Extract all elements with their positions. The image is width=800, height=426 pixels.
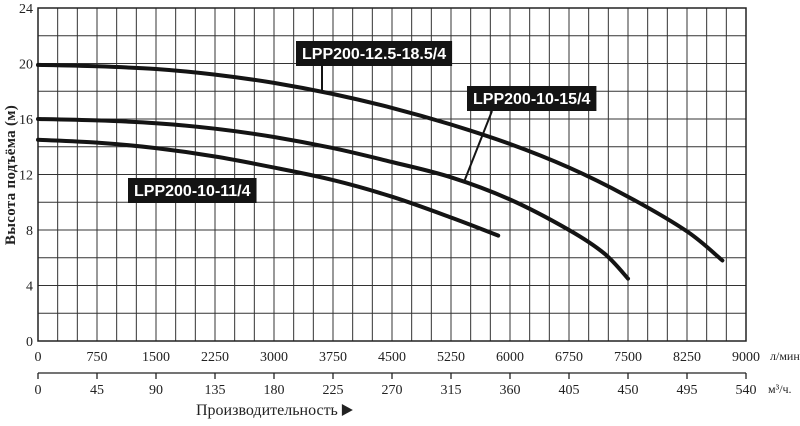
series-label-lpp200-12-5-18-5-4: LPP200-12.5-18.5/4 [296, 41, 453, 66]
x-tick-label: 4500 [378, 350, 406, 365]
series-label-box [128, 178, 257, 203]
series-line-lpp200-10-11-4 [36, 137, 501, 238]
y-tick-label: 16 [19, 113, 33, 128]
arrow-right-icon [341, 404, 353, 416]
x2-tick-label: 270 [382, 383, 403, 398]
y-tick-label: 8 [26, 224, 33, 239]
y-axis-title: Высота подъёма (м) [3, 105, 19, 245]
x-tick-label: 6000 [496, 350, 524, 365]
grid [37, 7, 747, 342]
series-line-lpp200-12-5-18-5-4 [36, 62, 725, 263]
x2-tick-label: 495 [677, 383, 698, 398]
x-unit-label: л/мин. [770, 349, 800, 363]
y-tick-label: 20 [19, 58, 33, 73]
x-tick-label: 7500 [614, 350, 642, 365]
curves [36, 62, 725, 281]
plot-frame [37, 7, 747, 342]
x2-tick-label: 45 [90, 383, 104, 398]
x2-unit-label: м³/ч. [768, 382, 792, 396]
x2-tick-label: 450 [618, 383, 639, 398]
series-label-box [467, 86, 597, 111]
series-label-box [296, 41, 453, 66]
x2-tick-label: 225 [323, 383, 344, 398]
x-tick-label: 3750 [319, 350, 347, 365]
x-tick-label: 0 [35, 350, 42, 365]
series-label-lpp200-10-11-4: LPP200-10-11/4 [128, 178, 257, 203]
series-labels: LPP200-12.5-18.5/4 LPP200-10-15/4 LPP200-1… [128, 41, 597, 203]
x2-tick-label: 360 [500, 383, 521, 398]
series-label-text: LPP200-10-11/4 [134, 183, 251, 200]
x-tick-label: 1500 [142, 350, 170, 365]
x2-tick-label: 315 [441, 383, 462, 398]
x2-tick-label: 0 [35, 383, 42, 398]
leader-line-lpp200-10-15-4 [463, 110, 493, 183]
y-tick-label: 0 [26, 335, 33, 350]
x-axis-title: Производительность [196, 402, 338, 419]
x-tick-label: 9000 [732, 350, 760, 365]
series-label-lpp200-10-15-4: LPP200-10-15/4 [467, 86, 597, 111]
series-line-lpp200-10-15-4 [36, 117, 630, 281]
x2-tick-label: 540 [736, 383, 757, 398]
y-tick-label: 12 [19, 169, 33, 184]
x-tick-label: 8250 [673, 350, 701, 365]
x2-tick-label: 90 [149, 383, 163, 398]
x-tick-label: 3000 [260, 350, 288, 365]
series-label-text: LPP200-10-15/4 [473, 91, 591, 108]
y-tick-label: 4 [26, 280, 33, 295]
x-tick-label: 5250 [437, 350, 465, 365]
series-label-text: LPP200-12.5-18.5/4 [302, 46, 446, 63]
x-tick-label: 750 [87, 350, 108, 365]
x2-tick-label: 135 [205, 383, 226, 398]
x2-tick-label: 180 [264, 383, 285, 398]
x-tick-label: 6750 [555, 350, 583, 365]
y-tick-label: 24 [19, 2, 33, 17]
x-tick-label: 2250 [201, 350, 229, 365]
x2-tick-label: 405 [559, 383, 580, 398]
